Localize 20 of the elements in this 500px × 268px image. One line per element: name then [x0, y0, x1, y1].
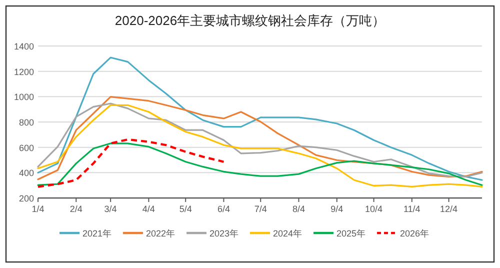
- y-tick-label: 400: [18, 168, 34, 178]
- x-tick-label: 10/4: [365, 204, 383, 214]
- y-tick-label: 600: [18, 142, 34, 153]
- x-tick-label: 12/4: [440, 204, 458, 214]
- x-tick-label: 8/4: [292, 204, 305, 214]
- x-tick-label: 9/4: [330, 204, 344, 214]
- x-tick-label: 1/4: [32, 204, 44, 214]
- title: 2020-2026年主要城市螺纹钢社会库存（万吨）: [114, 13, 386, 28]
- y-tick-label: 1400: [14, 42, 34, 52]
- x-tick-label: 6/4: [217, 204, 230, 214]
- x-tick-label: 7/4: [254, 204, 267, 214]
- x-tick-label: 11/4: [403, 204, 420, 214]
- x-tick-label: 3/4: [104, 204, 117, 214]
- y-tick-label: 200: [18, 194, 34, 204]
- x-tick-label: 4/4: [142, 204, 155, 214]
- y-tick-label: 1000: [14, 92, 34, 102]
- x-tick-label: 5/4: [179, 204, 192, 214]
- y-tick-label: 1200: [14, 66, 34, 77]
- x-tick-label: 2/4: [70, 204, 82, 214]
- y-tick-label: 800: [18, 118, 34, 128]
